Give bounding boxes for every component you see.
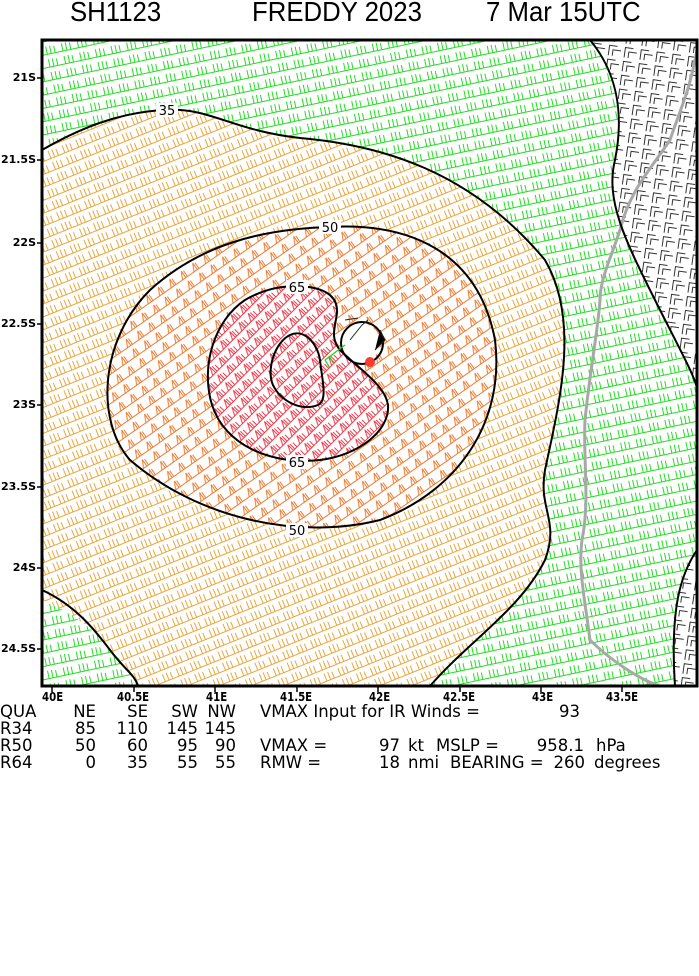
chart-title: SH1123 FREDDY 2023 7 Mar 15UTC [0, 0, 699, 36]
contour-50kt [106, 225, 498, 529]
wind-field-plot: 35 50 50 65 65 [37, 38, 699, 692]
row-label: R34 [0, 719, 33, 738]
contour-label-50-south: 50 [289, 524, 306, 539]
cell-sw: 55 [177, 753, 198, 772]
y-tick-label: 24.5S [0, 642, 36, 655]
vmax-ir-label: VMAX Input for IR Winds = [260, 702, 480, 721]
contour-65kt [206, 284, 390, 462]
bearing-value: 260 [553, 753, 586, 772]
coastline [579, 49, 697, 686]
vmax-ir-value: 93 [559, 702, 580, 721]
row-label: R50 [0, 736, 33, 755]
y-axis-ticks [37, 77, 42, 650]
col-header-qua: QUA [0, 702, 37, 721]
cell-nw: 90 [215, 736, 236, 755]
cell-nw: 145 [204, 719, 237, 738]
contour-34kt-east [589, 40, 697, 391]
bearing-unit: degrees [594, 753, 661, 772]
wind-band-below-34kt [590, 40, 697, 390]
x-tick-label: 43E [532, 690, 554, 704]
table-row-r34: R34 85 110 145 145 [0, 720, 236, 737]
contour-label-35: 35 [159, 104, 176, 119]
mslp-label: MSLP = [436, 736, 499, 755]
cell-se: 35 [127, 753, 148, 772]
y-tick-label: 22S [12, 236, 36, 249]
cell-se: 110 [116, 719, 149, 738]
contour-label-65-south: 65 [289, 456, 306, 471]
mslp-unit: hPa [596, 736, 626, 755]
contour-inner-max [269, 332, 325, 408]
table-row-r50: R50 50 60 95 90 VMAX = 97 kt MSLP = 958.… [0, 737, 626, 754]
x-tick-label: 41E [206, 690, 228, 704]
cell-nw: 55 [215, 753, 236, 772]
contour-label-65-north: 65 [289, 281, 306, 296]
x-tick-label: 42E [369, 690, 391, 704]
y-tick-label: 22.5S [0, 317, 36, 330]
contour-label-50-north: 50 [322, 221, 339, 236]
vmax-unit: kt [408, 736, 425, 755]
contour-eye [340, 321, 384, 365]
col-header-nw: NW [207, 702, 236, 721]
y-tick-label: 23S [12, 398, 36, 411]
x-tick-label: 43.5E [606, 690, 639, 704]
storm-center-marker [365, 357, 375, 367]
x-tick-label: 42.5E [443, 690, 476, 704]
y-tick-label: 21S [12, 71, 36, 84]
wind-band-83kt [207, 286, 389, 461]
row-label: R64 [0, 753, 33, 772]
col-header-ne: NE [73, 702, 96, 721]
cell-se: 60 [127, 736, 148, 755]
col-header-sw: SW [171, 702, 198, 721]
plot-frame [40, 38, 699, 688]
cell-sw: 95 [177, 736, 198, 755]
table-row-r64: R64 0 35 55 55 RMW = 18 nmi BEARING = 26… [0, 754, 660, 771]
datetime: 7 Mar 15UTC [486, 0, 641, 27]
y-tick-label: 23.5S [0, 480, 36, 493]
cell-ne: 0 [85, 753, 97, 772]
x-axis-ticks [51, 686, 623, 692]
contour-35kt-sw [42, 589, 139, 686]
x-tick-label: 40E [42, 690, 64, 704]
table-header-row: QUA NE SE SW NW VMAX Input for IR Winds … [0, 703, 580, 720]
vmax-label: VMAX = [260, 736, 328, 755]
rmw-label: RMW = [260, 753, 322, 772]
contour-34kt-se [672, 549, 697, 686]
x-tick-label: 41.5E [280, 690, 313, 704]
cell-ne: 85 [75, 719, 96, 738]
vmax-value: 97 [379, 736, 400, 755]
y-tick-label: 24S [12, 561, 36, 574]
storm-name-year: FREDDY 2023 [252, 0, 422, 27]
cell-ne: 50 [75, 736, 96, 755]
rmw-value: 18 [379, 753, 400, 772]
y-tick-label: 21.5S [0, 153, 36, 166]
rmw-unit: nmi [408, 753, 440, 772]
storm-id: SH1123 [70, 0, 162, 27]
x-tick-label: 40.5E [117, 690, 150, 704]
col-header-se: SE [127, 702, 148, 721]
cell-sw: 145 [166, 719, 199, 738]
bearing-label: BEARING = [450, 753, 544, 772]
mslp-value: 958.1 [536, 736, 584, 755]
